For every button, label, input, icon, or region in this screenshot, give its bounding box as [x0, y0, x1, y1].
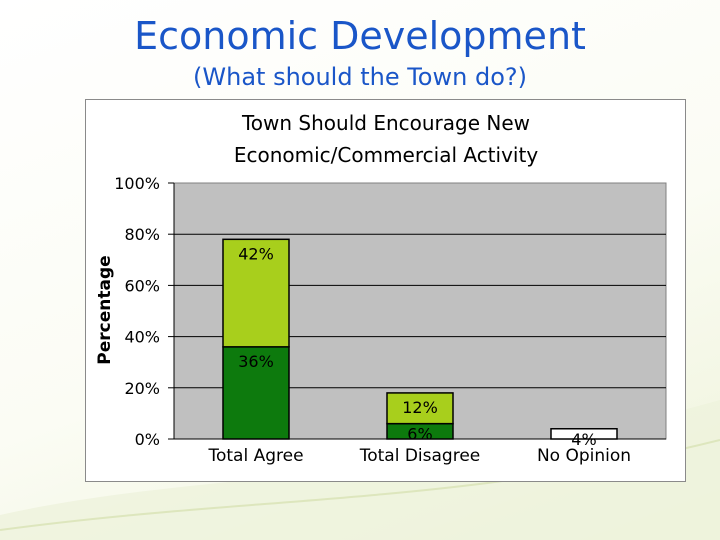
y-tick-label: 60% [124, 276, 160, 295]
data-label: 6% [407, 425, 432, 444]
x-tick-label: Total Disagree [359, 446, 481, 466]
data-label: 12% [402, 398, 438, 417]
y-tick-label: 80% [124, 225, 160, 244]
chart-container: Town Should Encourage New Economic/Comme… [85, 99, 686, 482]
data-label: 4% [571, 430, 596, 449]
slide-subtitle: (What should the Town do?) [193, 63, 527, 91]
slide-title: Economic Development [134, 14, 586, 58]
bar-chart: Town Should Encourage New Economic/Comme… [95, 111, 667, 466]
x-tick-label: Total Agree [207, 446, 303, 466]
data-label: 42% [238, 244, 274, 263]
y-tick-label: 20% [124, 379, 160, 398]
x-tick-label: No Opinion [537, 446, 631, 466]
chart-title-line-2: Economic/Commercial Activity [234, 143, 538, 167]
y-tick-label: 100% [114, 174, 160, 193]
bar-segment [222, 346, 290, 440]
chart-title-line-1: Town Should Encourage New [241, 111, 530, 135]
y-tick-label: 40% [124, 328, 160, 347]
y-axis-label: Percentage [95, 255, 115, 364]
data-label: 36% [238, 352, 274, 371]
y-tick-label: 0% [135, 430, 160, 449]
bar-segment [550, 428, 618, 440]
bar-segment [222, 238, 290, 348]
bar-segment [386, 392, 454, 425]
